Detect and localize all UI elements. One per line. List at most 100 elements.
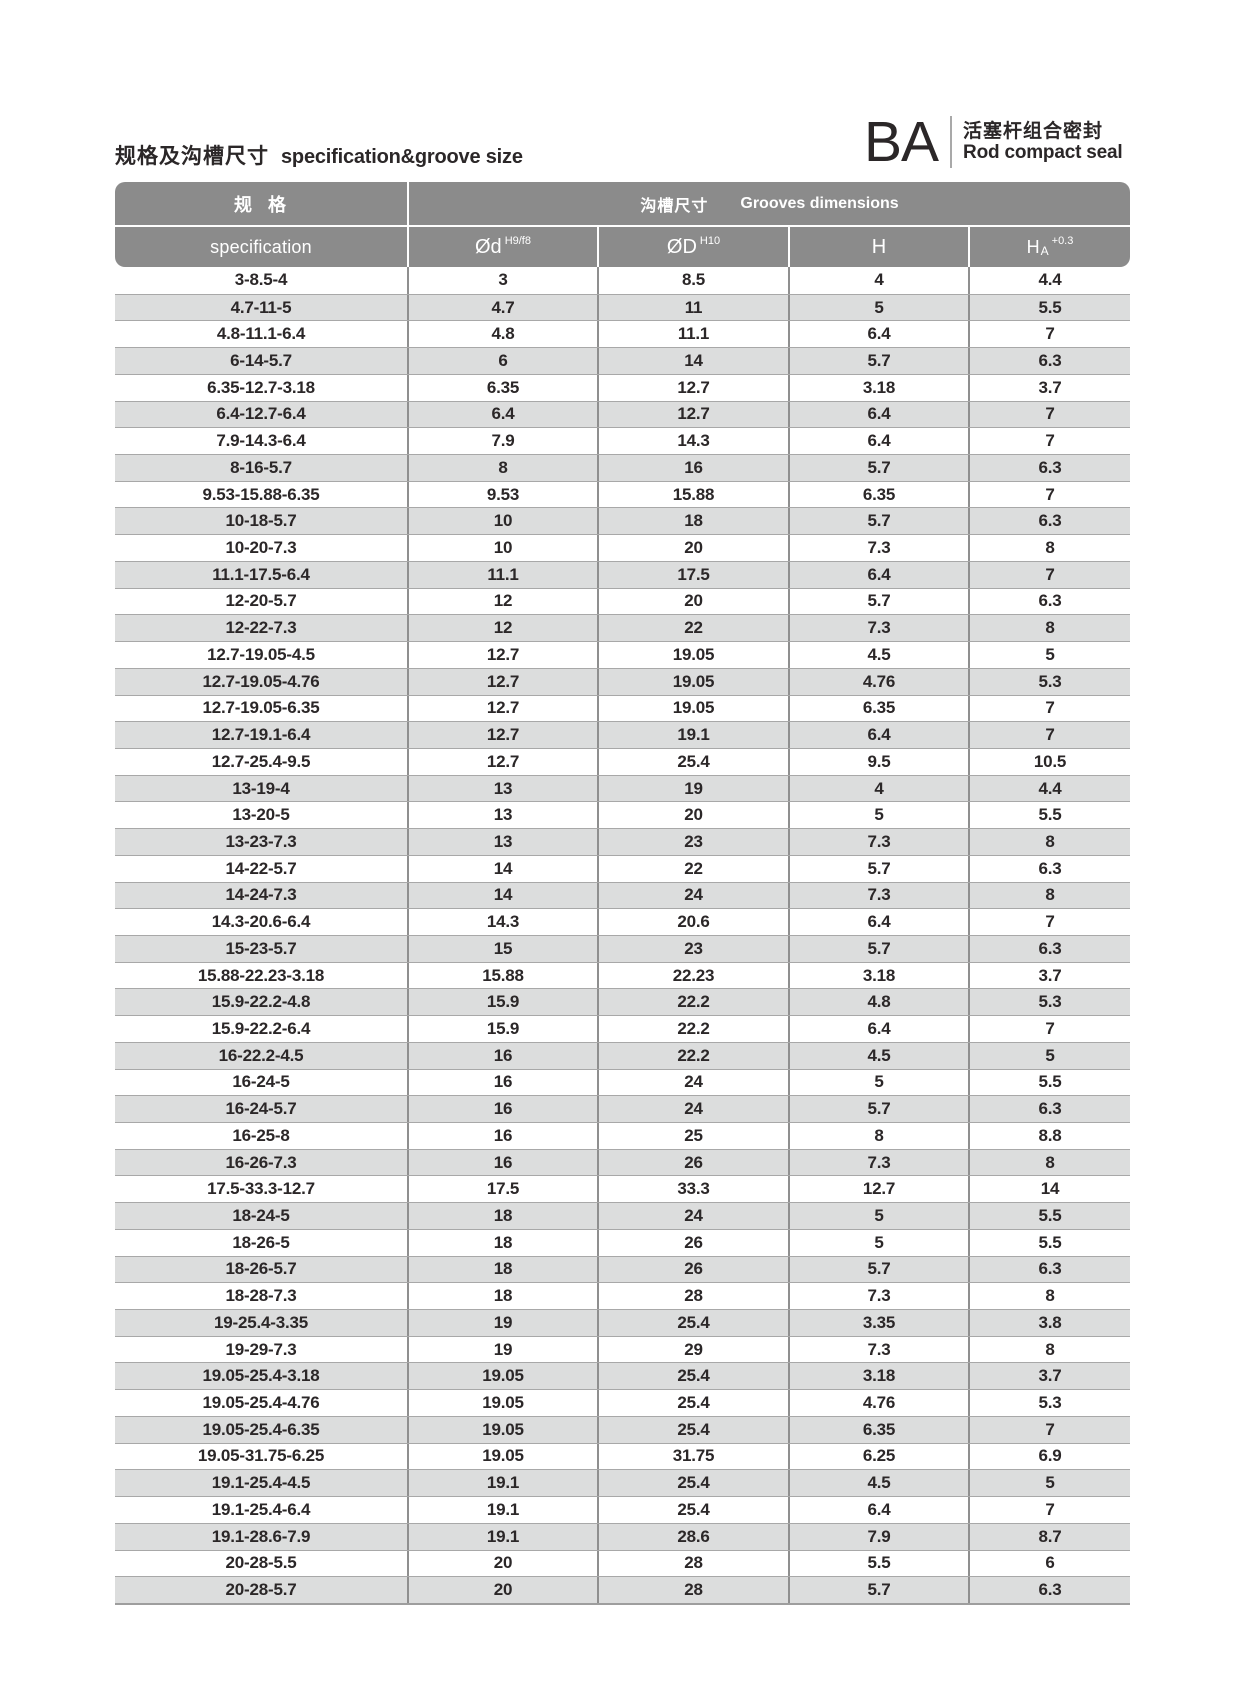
header-col-height-a: H A +0.3 bbox=[968, 227, 1130, 267]
cell-groove-diameter: 26 bbox=[597, 1229, 788, 1256]
table-row: 7.9-14.3-6.4 7.9 14.3 6.4 7 bbox=[115, 427, 1130, 455]
cell-height: 6.35 bbox=[788, 481, 968, 508]
cell-height-a: 5.5 bbox=[968, 1069, 1130, 1096]
cell-specification: 18-26-5 bbox=[232, 1232, 290, 1252]
cell-height: 12.7 bbox=[788, 1176, 968, 1203]
cell-height: 5 bbox=[788, 1069, 968, 1096]
table-row: 19.1-25.4-6.4 19.1 25.4 6.4 7 bbox=[115, 1496, 1130, 1523]
cell-height: 5.5 bbox=[788, 1550, 968, 1577]
table-row: 13-19-4 13 19 4 4.4 bbox=[115, 774, 1130, 802]
cell-height-a: 6.3 bbox=[968, 588, 1130, 615]
cell-specification: 11.1-17.5-6.4 bbox=[212, 564, 310, 584]
table-row: 18-26-5.7 18 26 5.7 6.3 bbox=[115, 1255, 1130, 1283]
cell-height-a: 5 bbox=[968, 1470, 1130, 1497]
cell-rod-diameter: 3 bbox=[407, 267, 597, 294]
cell-height-a: 3.7 bbox=[968, 962, 1130, 989]
cell-rod-diameter: 18 bbox=[407, 1256, 597, 1283]
cell-groove-diameter: 16 bbox=[597, 455, 788, 481]
cell-groove-diameter: 14.3 bbox=[597, 428, 788, 455]
cell-height-a: 7 bbox=[968, 428, 1130, 455]
cell-groove-diameter: 24 bbox=[597, 882, 788, 909]
cell-groove-diameter: 14 bbox=[597, 348, 788, 374]
cell-height: 5.7 bbox=[788, 508, 968, 535]
cell-specification: 12.7-19.05-4.76 bbox=[202, 671, 320, 691]
cell-rod-diameter: 17.5 bbox=[407, 1176, 597, 1203]
cell-groove-diameter: 19 bbox=[597, 775, 788, 802]
cell-rod-diameter: 13 bbox=[407, 802, 597, 829]
cell-specification: 20-28-5.5 bbox=[225, 1553, 297, 1573]
cell-specification: 3-8.5-4 bbox=[234, 270, 288, 290]
cell-specification: 15.88-22.23-3.18 bbox=[197, 965, 325, 985]
cell-height-a: 6.9 bbox=[968, 1443, 1130, 1470]
table-row: 12.7-25.4-9.5 12.7 25.4 9.5 10.5 bbox=[115, 747, 1130, 775]
table-header-row-group: 规 格 沟槽尺寸 Grooves dimensions bbox=[115, 182, 1130, 225]
table-row: 11.1-17.5-6.4 11.1 17.5 6.4 7 bbox=[115, 560, 1130, 588]
cell-rod-diameter: 19 bbox=[407, 1310, 597, 1336]
cell-rod-diameter: 12 bbox=[407, 615, 597, 642]
cell-groove-diameter: 25.4 bbox=[597, 1363, 788, 1390]
cell-rod-diameter: 15.9 bbox=[407, 989, 597, 1016]
cell-rod-diameter: 18 bbox=[407, 1203, 597, 1229]
cell-height: 7.3 bbox=[788, 829, 968, 855]
cell-height-a: 10.5 bbox=[968, 748, 1130, 775]
cell-height-a: 6.3 bbox=[968, 1096, 1130, 1122]
cell-specification: 12-22-7.3 bbox=[225, 618, 297, 638]
cell-specification: 14-22-5.7 bbox=[225, 858, 297, 878]
cell-specification: 19.1-25.4-6.4 bbox=[211, 1499, 311, 1519]
cell-height-a: 8 bbox=[968, 1149, 1130, 1176]
cell-height-a: 8.7 bbox=[968, 1523, 1130, 1550]
cell-height-a: 5.5 bbox=[968, 294, 1130, 321]
cell-specification: 16-22.2-4.5 bbox=[218, 1045, 304, 1065]
cell-rod-diameter: 16 bbox=[407, 1123, 597, 1149]
cell-rod-diameter: 13 bbox=[407, 775, 597, 802]
cell-rod-diameter: 15.9 bbox=[407, 1016, 597, 1042]
cell-rod-diameter: 19.1 bbox=[407, 1470, 597, 1497]
cell-specification: 15.9-22.2-6.4 bbox=[211, 1018, 311, 1038]
table-row: 4.8-11.1-6.4 4.8 11.1 6.4 7 bbox=[115, 320, 1130, 348]
cell-groove-diameter: 22.2 bbox=[597, 1016, 788, 1042]
cell-height-a: 5.5 bbox=[968, 1203, 1130, 1229]
cell-height-a: 7 bbox=[968, 1016, 1130, 1042]
cell-height: 6.4 bbox=[788, 722, 968, 748]
cell-rod-diameter: 20 bbox=[407, 1577, 597, 1603]
table-row: 19.05-25.4-6.35 19.05 25.4 6.35 7 bbox=[115, 1415, 1130, 1443]
cell-rod-diameter: 12.7 bbox=[407, 642, 597, 668]
cell-specification: 15.9-22.2-4.8 bbox=[211, 992, 311, 1012]
cell-height-a: 6.3 bbox=[968, 455, 1130, 481]
cell-height-a: 5.3 bbox=[968, 668, 1130, 695]
cell-rod-diameter: 4.8 bbox=[407, 321, 597, 348]
cell-height: 4.5 bbox=[788, 1042, 968, 1069]
cell-groove-diameter: 22.2 bbox=[597, 1042, 788, 1069]
table-row: 6.35-12.7-3.18 6.35 12.7 3.18 3.7 bbox=[115, 373, 1130, 401]
header-col-rod-diameter-symbol: Ød bbox=[475, 235, 502, 258]
cell-specification: 16-24-5.7 bbox=[225, 1099, 297, 1119]
table-row: 12.7-19.05-4.5 12.7 19.05 4.5 5 bbox=[115, 641, 1130, 668]
cell-height: 3.18 bbox=[788, 962, 968, 989]
cell-height-a: 3.7 bbox=[968, 374, 1130, 401]
table-row: 19-29-7.3 19 29 7.3 8 bbox=[115, 1335, 1130, 1363]
cell-groove-diameter: 11 bbox=[597, 294, 788, 321]
cell-height-a: 8 bbox=[968, 882, 1130, 909]
cell-specification: 19.05-25.4-3.18 bbox=[202, 1366, 320, 1386]
table-body: 3-8.5-4 3 8.5 4 4.4 4.7-11-5 4.7 11 5 5.… bbox=[115, 267, 1130, 1605]
cell-groove-diameter: 33.3 bbox=[597, 1176, 788, 1203]
cell-groove-diameter: 22 bbox=[597, 855, 788, 882]
table-row: 13-20-5 13 20 5 5.5 bbox=[115, 801, 1130, 829]
table-row: 12.7-19.1-6.4 12.7 19.1 6.4 7 bbox=[115, 721, 1130, 748]
table-row: 15.9-22.2-4.8 15.9 22.2 4.8 5.3 bbox=[115, 988, 1130, 1016]
cell-height: 5 bbox=[788, 294, 968, 321]
brand-code: BA bbox=[864, 110, 939, 174]
cell-rod-diameter: 20 bbox=[407, 1550, 597, 1577]
cell-rod-diameter: 14 bbox=[407, 882, 597, 909]
cell-specification: 18-28-7.3 bbox=[225, 1286, 297, 1306]
cell-specification: 18-24-5 bbox=[232, 1206, 290, 1226]
cell-specification: 7.9-14.3-6.4 bbox=[216, 431, 306, 451]
cell-groove-diameter: 26 bbox=[597, 1149, 788, 1176]
table-row: 9.53-15.88-6.35 9.53 15.88 6.35 7 bbox=[115, 480, 1130, 508]
cell-groove-diameter: 26 bbox=[597, 1256, 788, 1283]
cell-specification: 4.8-11.1-6.4 bbox=[216, 324, 306, 344]
cell-height-a: 4.4 bbox=[968, 775, 1130, 802]
cell-rod-diameter: 6 bbox=[407, 348, 597, 374]
cell-height: 7.3 bbox=[788, 1149, 968, 1176]
